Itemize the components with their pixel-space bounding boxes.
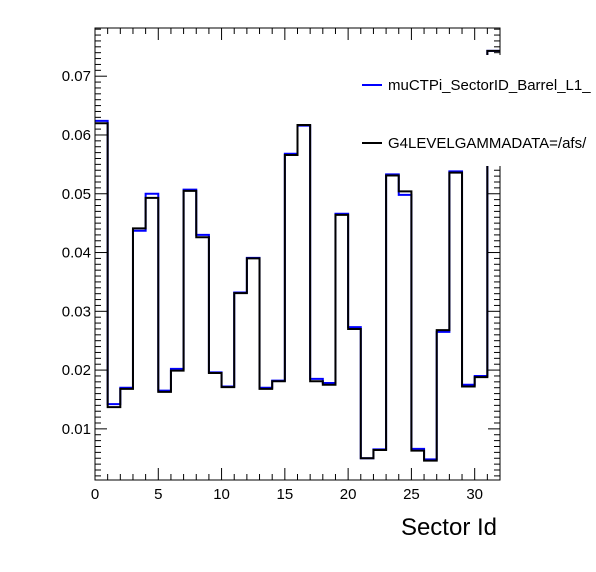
y-axis: 0.01 0.02 0.03 0.04 0.05 0.06 0.07 [62, 28, 500, 477]
y-tick-label: 0.02 [62, 362, 91, 379]
legend-entry: muCTPi_SectorID_Barrel_L1_ [388, 77, 591, 94]
x-tick-label: 20 [340, 486, 357, 503]
series-2-histogram [95, 49, 500, 462]
x-tick-label: 30 [466, 486, 483, 503]
y-tick-label: 0.07 [62, 68, 91, 85]
y-tick-label: 0.04 [62, 245, 91, 262]
y-tick-label: 0.01 [62, 421, 91, 438]
series-layer [95, 49, 500, 462]
x-tick-label: 5 [154, 486, 162, 503]
x-tick-label: 10 [213, 486, 230, 503]
x-tick-label: 0 [91, 486, 99, 503]
y-tick-label: 0.05 [62, 186, 91, 203]
x-tick-label: 15 [277, 486, 294, 503]
y-tick-label: 0.03 [62, 303, 91, 320]
legend: muCTPi_SectorID_Barrel_L1_ G4LEVELGAMMADA… [355, 55, 596, 166]
legend-entry: G4LEVELGAMMADATA=/afs/ [388, 135, 587, 152]
y-tick-label: 0.06 [62, 127, 91, 144]
x-axis: 0 5 10 15 20 25 30 [91, 28, 501, 503]
x-tick-label: 25 [403, 486, 420, 503]
x-axis-title: Sector Id [401, 514, 497, 541]
legend-box [355, 55, 596, 166]
